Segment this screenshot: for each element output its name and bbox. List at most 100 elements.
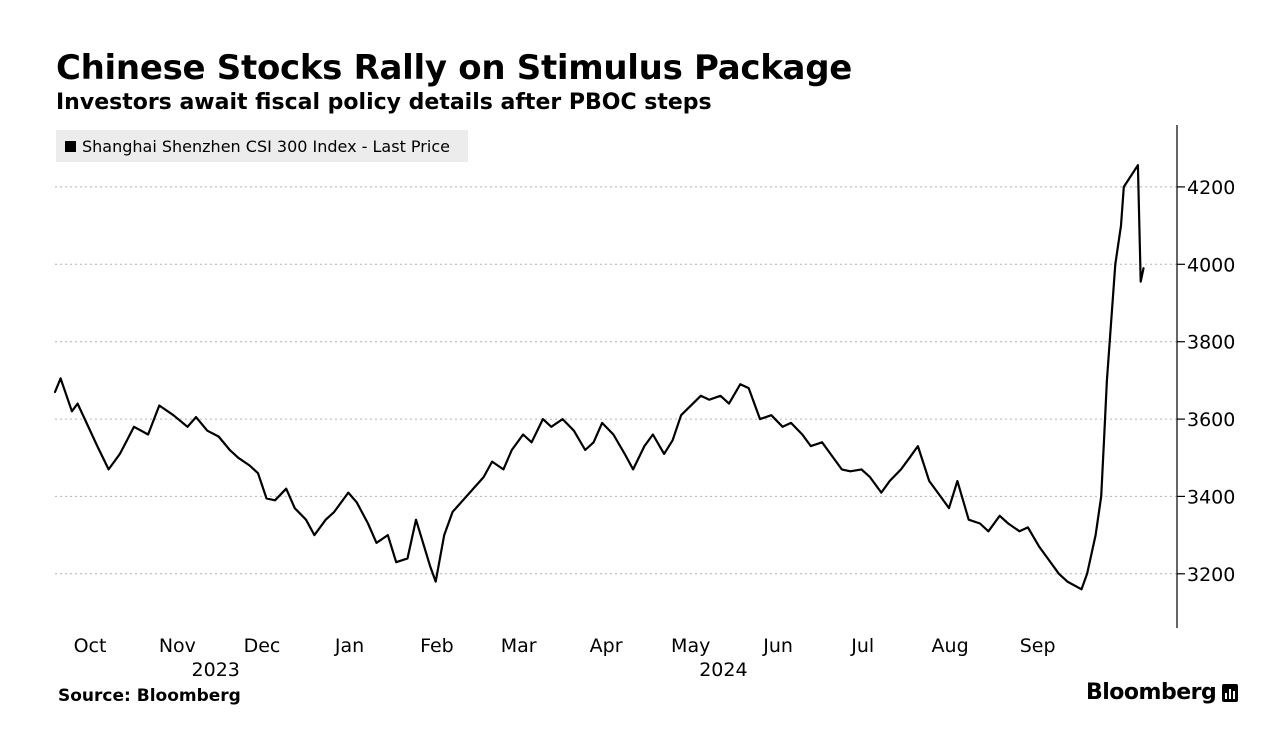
data-point bbox=[522, 433, 524, 436]
data-point bbox=[939, 495, 942, 497]
data-point bbox=[237, 457, 239, 459]
data-point bbox=[511, 449, 513, 451]
data-point bbox=[71, 410, 73, 412]
data-point bbox=[601, 422, 603, 424]
data-point bbox=[429, 565, 431, 567]
data-point bbox=[801, 433, 803, 436]
data-point bbox=[1137, 164, 1139, 166]
x-tick-label: May bbox=[671, 635, 710, 657]
data-point bbox=[147, 433, 149, 436]
data-point bbox=[1058, 573, 1060, 575]
data-point bbox=[1114, 263, 1116, 265]
data-point bbox=[257, 472, 259, 474]
y-tick-label: 3800 bbox=[1187, 332, 1235, 354]
data-point bbox=[1027, 526, 1029, 529]
data-point bbox=[249, 464, 251, 467]
data-point bbox=[119, 453, 121, 455]
chart-legend: Shanghai Shenzhen CSI 300 Index - Last P… bbox=[56, 130, 468, 162]
data-point bbox=[562, 418, 564, 420]
data-point bbox=[849, 470, 851, 472]
data-point bbox=[1140, 281, 1142, 283]
data-point bbox=[1103, 437, 1105, 439]
data-point bbox=[285, 488, 287, 490]
data-point bbox=[821, 441, 823, 443]
data-point bbox=[1086, 573, 1088, 575]
brand-name: Bloomberg bbox=[1086, 680, 1217, 705]
data-point bbox=[860, 468, 863, 470]
data-point bbox=[1007, 522, 1009, 525]
x-tick-label: Mar bbox=[501, 635, 537, 657]
data-point bbox=[367, 522, 369, 525]
data-point bbox=[1120, 225, 1122, 227]
data-point bbox=[728, 403, 730, 405]
series-line-0 bbox=[53, 164, 1145, 591]
y-tick-label: 4000 bbox=[1187, 254, 1235, 276]
y-tick-label: 3600 bbox=[1187, 409, 1235, 431]
chart-title: Chinese Stocks Rally on Stimulus Package bbox=[56, 48, 852, 88]
x-tick-label: Nov bbox=[159, 635, 196, 657]
x-tick-label: Jun bbox=[762, 635, 793, 657]
data-point bbox=[900, 468, 902, 470]
bloomberg-chart-icon bbox=[1222, 683, 1239, 702]
data-point bbox=[573, 430, 575, 432]
data-point bbox=[928, 480, 930, 482]
data-point bbox=[274, 499, 276, 501]
x-tick-label: Sep bbox=[1020, 635, 1056, 657]
data-point bbox=[542, 418, 544, 420]
data-point bbox=[186, 426, 189, 428]
data-point bbox=[265, 497, 268, 499]
data-point bbox=[133, 426, 135, 428]
data-point bbox=[347, 492, 349, 494]
data-point bbox=[483, 476, 485, 478]
data-point bbox=[917, 445, 919, 447]
data-point bbox=[229, 449, 231, 451]
data-point bbox=[652, 433, 654, 436]
data-point bbox=[908, 457, 911, 459]
brand-logo: Bloomberg bbox=[1086, 680, 1239, 705]
data-point bbox=[96, 445, 98, 447]
data-point bbox=[956, 480, 959, 482]
data-point bbox=[739, 383, 741, 385]
y-tick-label: 3200 bbox=[1187, 564, 1235, 586]
data-point bbox=[770, 414, 772, 416]
data-point bbox=[158, 404, 160, 407]
data-point bbox=[584, 449, 586, 451]
data-point bbox=[1080, 588, 1083, 590]
data-point bbox=[502, 468, 504, 470]
data-point bbox=[333, 511, 335, 513]
data-point bbox=[759, 418, 761, 420]
legend-swatch bbox=[65, 140, 76, 152]
data-point bbox=[593, 441, 595, 443]
data-point bbox=[356, 501, 358, 503]
data-point bbox=[1106, 379, 1108, 381]
data-point bbox=[305, 519, 307, 521]
data-point bbox=[987, 530, 990, 532]
data-point bbox=[880, 492, 882, 494]
data-point bbox=[1066, 581, 1068, 583]
x-tick-label: Oct bbox=[74, 635, 107, 657]
data-point bbox=[1047, 557, 1049, 560]
data-point bbox=[60, 377, 62, 379]
data-point bbox=[612, 433, 615, 436]
x-tick-label: Jan bbox=[334, 635, 364, 657]
chart-subtitle: Investors await fiscal policy details af… bbox=[56, 90, 712, 115]
data-point bbox=[643, 445, 646, 447]
data-point bbox=[531, 441, 533, 443]
data-point bbox=[889, 480, 891, 482]
y-tick-label: 4200 bbox=[1187, 177, 1235, 199]
data-point bbox=[415, 519, 417, 521]
data-point bbox=[719, 395, 722, 397]
data-point bbox=[108, 468, 110, 470]
series-layer bbox=[53, 164, 1145, 591]
data-point bbox=[979, 522, 981, 525]
data-point bbox=[550, 426, 552, 428]
data-point bbox=[1097, 515, 1099, 517]
data-point bbox=[672, 439, 674, 441]
data-point bbox=[406, 557, 409, 560]
x-year-label: 2023 bbox=[192, 659, 240, 681]
data-point bbox=[782, 426, 784, 428]
source-note: Source: Bloomberg bbox=[58, 686, 241, 706]
data-point bbox=[948, 507, 950, 509]
x-tick-label: Feb bbox=[420, 635, 454, 657]
data-point bbox=[395, 561, 397, 563]
